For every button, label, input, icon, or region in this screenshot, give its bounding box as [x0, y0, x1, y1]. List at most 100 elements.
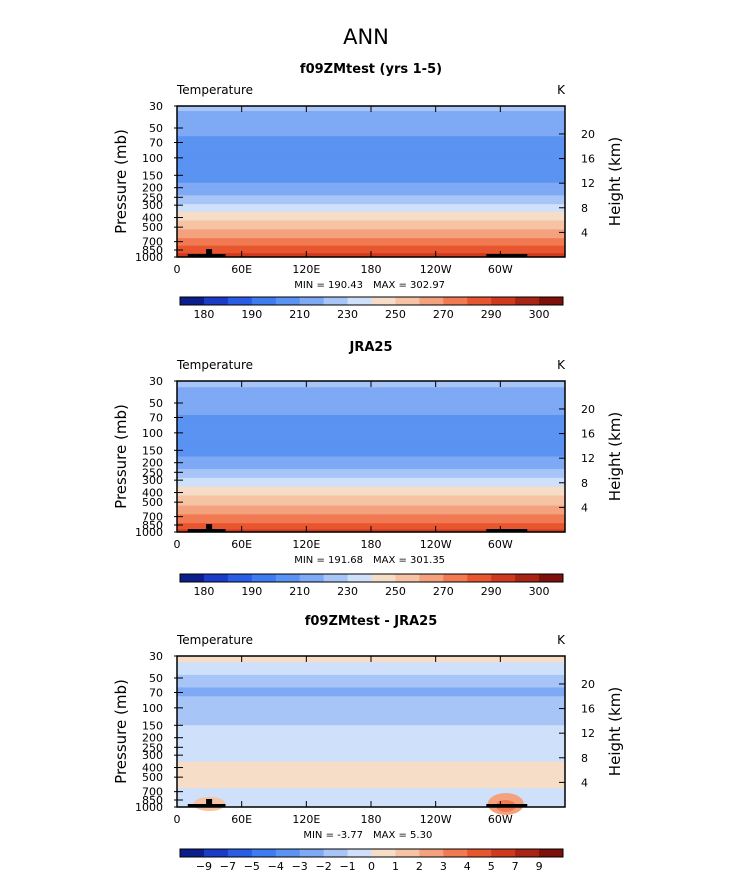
contour-band: [177, 123, 565, 126]
colorbar-label: 3: [440, 860, 447, 872]
contour-band: [177, 122, 565, 125]
contour-band: [177, 143, 565, 146]
contour-band: [177, 499, 565, 502]
contour-bands: [177, 106, 565, 258]
contour-band: [177, 119, 565, 122]
contour-band: [177, 717, 565, 720]
y-axis-label: Pressure (mb): [112, 129, 130, 234]
colorbar-swatch: [227, 297, 253, 305]
contour-band: [177, 212, 565, 215]
contour-band: [177, 155, 565, 157]
contour-band: [177, 474, 565, 476]
contour-band: [177, 459, 565, 461]
contour-band: [177, 402, 565, 405]
contour-band: [177, 711, 565, 714]
contour-band: [177, 519, 565, 522]
colorbar-swatch: [275, 574, 301, 582]
contour-band: [177, 739, 565, 741]
contour-band: [177, 397, 565, 400]
topography-block: [206, 799, 213, 807]
contour-band: [177, 187, 565, 190]
colorbar-label: 5: [488, 860, 495, 872]
colorbar-frame: [179, 296, 564, 306]
contour-band: [177, 510, 565, 513]
y-tick-label: 200: [142, 182, 163, 195]
contour-band: [177, 147, 565, 150]
colorbar-swatch: [275, 297, 301, 305]
colorbar-label: 250: [385, 308, 406, 321]
contour-bands: [177, 381, 565, 533]
contour-band: [177, 664, 565, 667]
colorbar-label: 230: [337, 585, 358, 598]
contour-band: [177, 112, 565, 115]
contour-band: [177, 689, 565, 692]
x-tick-label: 120E: [292, 538, 320, 551]
colorbar: −9 −7 −5 −4 −3 −2 −1 0 1 2 3 4 5 7 9: [179, 848, 564, 872]
contour-band: [177, 440, 565, 442]
contour-band: [177, 770, 565, 773]
contour-band: [177, 194, 565, 196]
contour-band: [177, 165, 565, 167]
x-tick-label: 180: [361, 538, 382, 551]
y-axis-label: Pressure (mb): [112, 404, 130, 509]
contour-band: [177, 762, 565, 765]
contour-band: [177, 176, 565, 179]
contour-band: [177, 178, 565, 181]
contour-band: [177, 742, 565, 745]
contour-band: [177, 141, 565, 144]
contour-band: [177, 524, 565, 527]
topography: [187, 524, 528, 532]
x-tick-label: 0: [174, 263, 181, 276]
contour-band: [177, 725, 565, 728]
contour-band: [177, 127, 565, 130]
contour-band: [177, 447, 565, 450]
x-tick-label: 60W: [488, 813, 513, 826]
contour-band: [177, 779, 565, 782]
contour-band: [177, 396, 565, 398]
colorbar-label: −1: [339, 860, 355, 872]
contour-band: [177, 217, 565, 220]
contour-band: [177, 239, 565, 242]
contour-band: [177, 486, 565, 489]
contour-band: [177, 206, 565, 209]
colorbar-label: 250: [385, 585, 406, 598]
contour-band: [177, 692, 565, 695]
contour-band: [177, 511, 565, 514]
colorbar-frame: [179, 848, 564, 858]
y-tick-label: 30: [149, 375, 163, 388]
contour-band: [177, 470, 565, 473]
contour-band: [177, 520, 565, 523]
y2-tick-label: 4: [581, 226, 588, 239]
x-tick-label: 120W: [420, 538, 452, 551]
x-tick-label: 0: [174, 538, 181, 551]
colorbar-swatch: [203, 849, 229, 857]
contour-band: [177, 148, 565, 151]
contour-band: [177, 496, 565, 499]
contour-band: [177, 391, 565, 393]
contour-band: [177, 223, 565, 225]
contour-band: [177, 734, 565, 736]
contour-band: [177, 204, 565, 207]
contour-band: [177, 199, 565, 201]
contour-band: [177, 412, 565, 415]
contour-band: [177, 450, 565, 453]
contour-band: [177, 795, 565, 798]
contour-band: [177, 766, 565, 769]
contour-band: [177, 697, 565, 700]
colorbar-swatch: [371, 574, 396, 582]
contour-band: [177, 482, 565, 485]
contour-band: [177, 790, 565, 793]
y-tick-label: 200: [142, 732, 163, 745]
contour-band: [177, 224, 565, 227]
contour-band: [177, 491, 565, 494]
colorbar-swatch: [443, 849, 468, 857]
colorbar-label: −9: [196, 860, 212, 872]
contour-band: [177, 136, 565, 139]
y2-tick-label: 16: [581, 703, 595, 716]
y2-axis-label: Height (km): [606, 687, 624, 776]
contour-band: [177, 426, 565, 429]
contour-band: [177, 216, 565, 219]
contour-band: [177, 455, 565, 458]
colorbar-label: 300: [529, 585, 550, 598]
contour-band: [177, 195, 565, 198]
